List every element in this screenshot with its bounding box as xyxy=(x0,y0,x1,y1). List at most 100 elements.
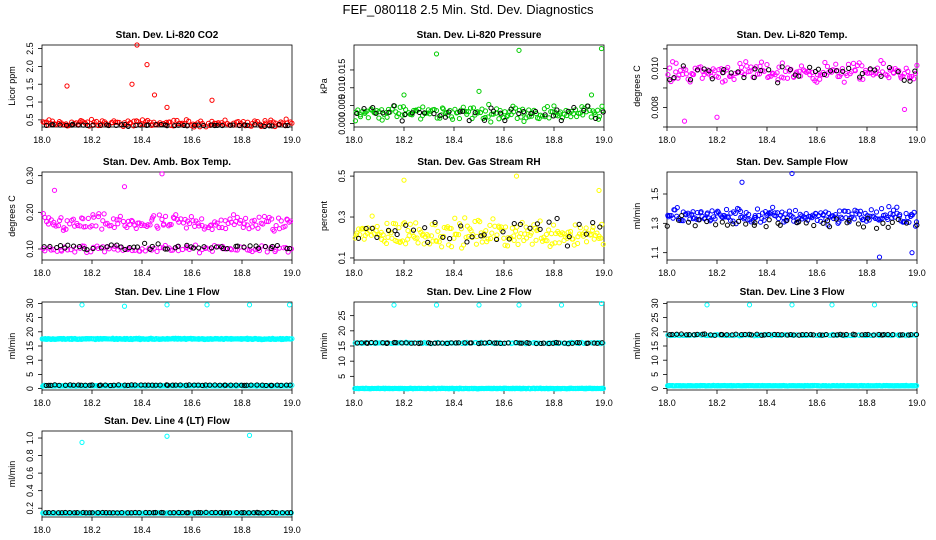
data-point xyxy=(249,218,255,224)
reference-point xyxy=(195,509,201,516)
reference-point xyxy=(70,121,76,127)
reference-point xyxy=(190,245,197,251)
reference-point xyxy=(537,226,543,232)
reference-point xyxy=(779,332,785,338)
data-point xyxy=(798,63,805,69)
y-tick-label: 0.5 xyxy=(25,114,35,127)
data-point xyxy=(392,221,399,227)
reference-point xyxy=(198,510,204,516)
x-tick-label: 18.0 xyxy=(33,525,51,535)
reference-point xyxy=(70,382,77,388)
data-point xyxy=(456,115,463,122)
reference-point xyxy=(76,244,83,250)
data-point xyxy=(891,70,897,76)
reference-point xyxy=(527,225,533,231)
data-point xyxy=(355,107,361,113)
reference-point xyxy=(846,217,852,223)
reference-point xyxy=(223,509,230,516)
reference-point xyxy=(721,66,727,73)
plot-frame xyxy=(353,44,605,128)
reference-point xyxy=(821,71,828,77)
reference-point xyxy=(784,332,790,338)
data-point xyxy=(227,245,233,252)
reference-point xyxy=(855,221,862,227)
reference-point xyxy=(508,106,514,112)
reference-point xyxy=(54,244,60,251)
chart-title: Stan. Dev. Line 3 Flow xyxy=(740,287,845,298)
data-point xyxy=(756,212,762,219)
reference-point xyxy=(288,510,294,516)
data-point xyxy=(128,336,134,342)
reference-point xyxy=(213,244,220,250)
data-point xyxy=(746,211,752,218)
reference-point xyxy=(453,340,459,346)
reference-point xyxy=(534,221,541,227)
reference-point xyxy=(43,382,49,389)
reference-point xyxy=(208,122,215,128)
data-point xyxy=(576,231,583,237)
data-point xyxy=(911,209,917,215)
chart-title: Stan. Dev. Li-820 Pressure xyxy=(417,30,542,41)
reference-point xyxy=(90,245,96,252)
reference-point xyxy=(260,510,266,516)
reference-point xyxy=(142,382,148,388)
reference-point xyxy=(876,331,882,338)
reference-point xyxy=(74,510,80,516)
data-point xyxy=(133,225,139,231)
reference-point xyxy=(273,510,279,516)
data-point xyxy=(824,63,831,70)
data-point xyxy=(96,211,102,217)
data-point xyxy=(196,250,203,256)
chart-title: Stan. Dev. Li-820 Temp. xyxy=(737,30,848,41)
reference-point xyxy=(75,382,81,388)
data-point xyxy=(241,221,247,227)
data-point xyxy=(665,214,671,220)
reference-point xyxy=(517,340,523,346)
reference-point xyxy=(912,68,918,74)
reference-point xyxy=(252,122,258,128)
reference-point xyxy=(155,241,161,247)
outlier-point xyxy=(121,184,128,190)
reference-point xyxy=(752,220,758,226)
x-tick-label: 18.6 xyxy=(183,398,201,408)
data-point xyxy=(731,76,737,82)
x-tick-label: 18.0 xyxy=(345,398,363,408)
reference-point xyxy=(889,219,895,225)
reference-point xyxy=(184,242,190,248)
data-point xyxy=(409,112,415,118)
data-point xyxy=(817,76,823,82)
y-axis-label: ml/min xyxy=(7,461,17,488)
outlier-point xyxy=(159,171,165,177)
outlier-point xyxy=(558,302,565,308)
reference-point xyxy=(164,123,170,129)
outlier-point xyxy=(746,302,753,308)
reference-point xyxy=(466,117,472,124)
plot-frame xyxy=(666,171,918,261)
outlier-point xyxy=(909,250,915,256)
reference-point xyxy=(859,71,865,77)
x-tick-label: 18.0 xyxy=(33,398,51,408)
reference-point xyxy=(564,243,571,249)
data-point xyxy=(741,71,747,78)
y-tick-label: 30 xyxy=(650,298,660,308)
outlier-point xyxy=(134,42,140,48)
data-point xyxy=(53,223,59,229)
data-point xyxy=(836,208,843,214)
data-point xyxy=(383,240,390,247)
data-point xyxy=(260,221,266,227)
chart-title: Stan. Dev. Li-820 CO2 xyxy=(116,30,219,41)
chart-panel: Stan. Dev. Line 4 (LT) Flow ml/min 18.0 18.… xyxy=(7,416,301,535)
reference-point xyxy=(667,77,673,83)
data-point xyxy=(797,73,804,79)
reference-point xyxy=(486,339,493,345)
data-point xyxy=(384,114,390,120)
data-point xyxy=(222,218,228,224)
reference-point xyxy=(803,220,809,226)
data-point xyxy=(880,60,886,67)
outlier-point xyxy=(209,97,215,103)
reference-point xyxy=(702,331,708,337)
reference-point xyxy=(754,331,760,337)
data-point xyxy=(196,223,202,229)
data-point xyxy=(448,225,454,232)
